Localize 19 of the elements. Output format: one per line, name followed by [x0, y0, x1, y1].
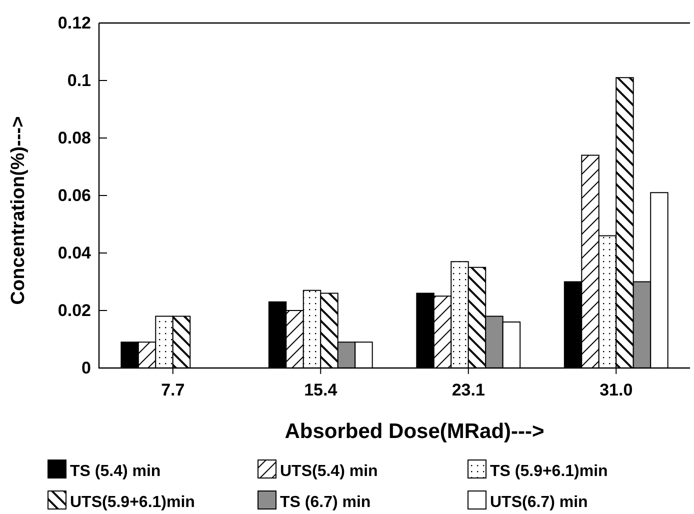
y-tick-label: 0.12: [58, 13, 91, 32]
legend-label: UTS(5.9+6.1)min: [70, 494, 195, 511]
legend-label: TS (6.7) min: [280, 494, 371, 511]
y-axis-title: Concentration(%)--->: [8, 116, 29, 305]
y-tick-label: 0.06: [58, 186, 91, 205]
x-tick-label: 23.1: [452, 380, 485, 400]
y-tick-label: 0.04: [58, 243, 92, 262]
y-tick-label: 0.1: [67, 70, 91, 90]
x-tick-label: 7.7: [161, 380, 185, 400]
x-axis-title: Absorbed Dose(MRad)--->: [284, 420, 544, 443]
legend-label: UTS(6.7) min: [490, 494, 588, 511]
x-tick-label: 15.4: [304, 380, 338, 400]
y-tick-label: 0.02: [58, 300, 91, 320]
legend-label: TS (5.9+6.1)min: [490, 463, 608, 480]
legend-label: TS (5.4) min: [70, 463, 161, 480]
legend-label: UTS(5.4) min: [280, 463, 378, 480]
x-tick-label: 31.0: [600, 380, 633, 400]
y-tick-label: 0.08: [58, 128, 91, 148]
y-tick-label: 0: [82, 358, 91, 378]
